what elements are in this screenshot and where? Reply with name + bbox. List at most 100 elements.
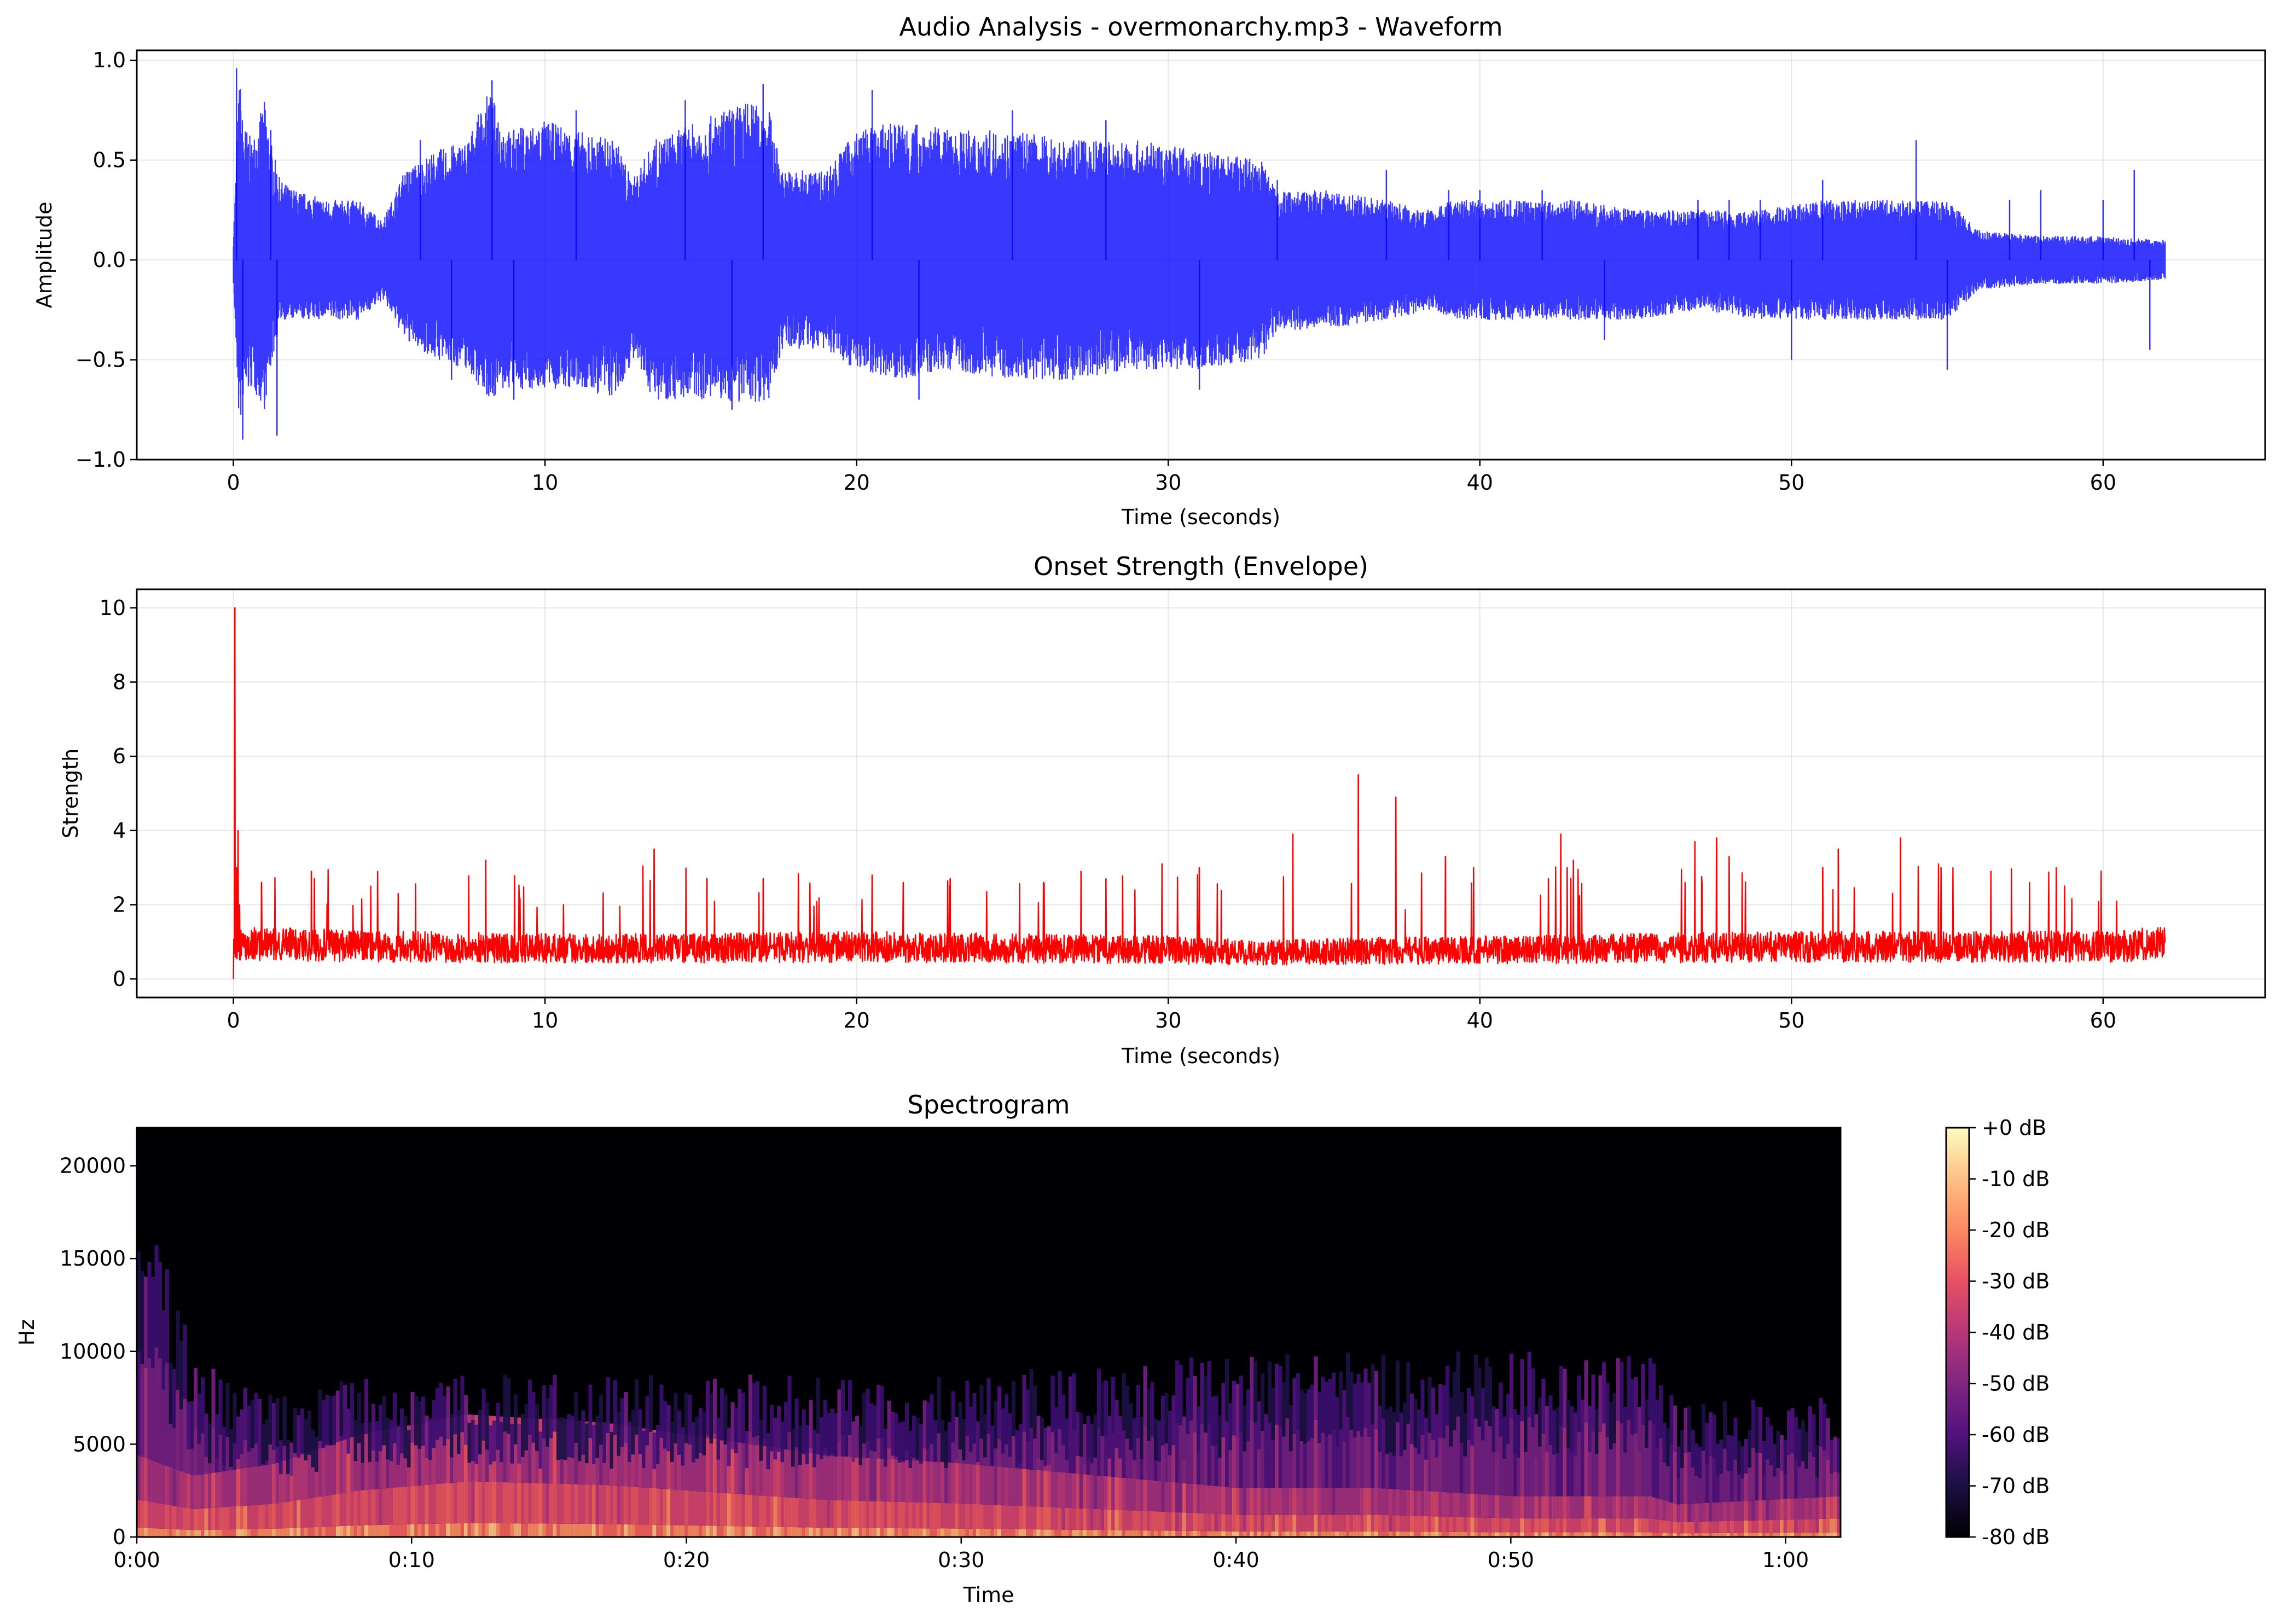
spectrogram-cell	[884, 1501, 888, 1528]
spectrogram-cell	[1826, 1518, 1830, 1533]
spectrogram-cell	[517, 1482, 521, 1524]
spectrogram-cell	[666, 1405, 671, 1452]
spectrogram-cell	[1612, 1532, 1617, 1537]
spectrogram-cell	[1317, 1515, 1322, 1532]
spectrogram-cell	[172, 1506, 177, 1529]
spectrogram-cell	[1349, 1488, 1354, 1515]
spectrogram-cell	[1115, 1400, 1119, 1448]
spectrogram-cell	[674, 1489, 678, 1526]
spectrogram-cell	[1705, 1533, 1709, 1537]
spectrogram-cell	[464, 1481, 468, 1523]
spectrogram-cell	[602, 1524, 607, 1537]
spectrogram-cell	[1243, 1405, 1247, 1452]
spectrogram-cell	[350, 1437, 355, 1492]
spectrogram-cell	[922, 1528, 927, 1537]
spectrogram-cell	[581, 1410, 585, 1455]
spectrogram-cell	[1680, 1522, 1685, 1534]
spectrogram-cell	[1612, 1518, 1617, 1533]
spectrogram-x-tick-label: 0:00	[113, 1548, 160, 1572]
spectrogram-cell	[1150, 1530, 1154, 1537]
spectrogram-cell	[1303, 1443, 1308, 1488]
spectrogram-cell	[1744, 1533, 1749, 1537]
spectrogram-cell	[1808, 1532, 1813, 1537]
spectrogram-cell	[620, 1425, 625, 1486]
spectrogram-cell	[1495, 1532, 1500, 1537]
spectrogram-cell	[272, 1449, 276, 1464]
spectrogram-cell	[403, 1524, 408, 1537]
spectrogram-cell	[695, 1416, 699, 1459]
spectrogram-cell	[1005, 1505, 1009, 1529]
spectrogram-cell	[1371, 1515, 1375, 1532]
waveform-x-ticks: 0 10 20 30 40 50 60	[227, 460, 2116, 495]
spectrogram-cell	[535, 1404, 539, 1451]
spectrogram-cell	[1111, 1432, 1116, 1477]
spectrogram-cell	[542, 1385, 547, 1439]
spectrogram-cell	[1830, 1474, 1834, 1497]
spectrogram-cell	[706, 1526, 710, 1537]
spectrogram-cell	[983, 1414, 988, 1458]
spectrogram-cell	[1207, 1361, 1211, 1423]
spectrogram-cell	[1360, 1488, 1365, 1515]
spectrogram-cell	[1332, 1430, 1336, 1488]
spectrogram-cell	[208, 1423, 212, 1464]
spectrogram-cell	[1389, 1489, 1393, 1515]
spectrogram-cell	[837, 1500, 841, 1528]
spectrogram-cell	[659, 1431, 664, 1489]
spectrogram-cell	[1278, 1531, 1282, 1537]
spectrogram-cell	[979, 1465, 984, 1505]
spectrogram-cell	[549, 1483, 554, 1524]
spectrogram-cell	[1488, 1494, 1493, 1518]
spectrogram-cell	[1346, 1515, 1350, 1532]
spectrogram-cell	[1751, 1399, 1756, 1448]
spectrogram-cell	[275, 1463, 280, 1504]
spectrogram-cell	[958, 1402, 962, 1449]
spectrogram-cell	[553, 1523, 557, 1537]
spectrogram-cell	[1804, 1519, 1809, 1533]
spectrogram-cell	[350, 1383, 355, 1437]
spectrogram-cell	[1100, 1436, 1105, 1476]
spectrogram-cell	[225, 1529, 230, 1537]
spectrogram-cell	[1812, 1498, 1816, 1519]
spectrogram-cell	[1001, 1529, 1005, 1537]
spectrogram-cell	[432, 1400, 436, 1448]
spectrogram-cell	[1477, 1426, 1482, 1494]
spectrogram-cell	[1563, 1368, 1567, 1428]
colorbar-tick-label: -60 dB	[1982, 1423, 2050, 1447]
spectrogram-cell	[183, 1529, 187, 1537]
spectrogram-cell	[293, 1528, 298, 1537]
spectrogram-cell	[1467, 1517, 1471, 1532]
spectrogram-cell	[1058, 1529, 1062, 1537]
spectrogram-cell	[1314, 1515, 1318, 1532]
spectrogram-cell	[1716, 1443, 1720, 1477]
spectrogram-cell	[1698, 1446, 1702, 1478]
spectrogram-cell	[1491, 1532, 1496, 1537]
spectrogram-cell	[1093, 1530, 1098, 1537]
spectrogram-cell	[1783, 1440, 1787, 1474]
spectrogram-cell	[450, 1482, 454, 1524]
spectrogram-cell	[1125, 1478, 1130, 1511]
spectrogram-cell	[1424, 1491, 1429, 1516]
spectrogram-cell	[343, 1493, 347, 1526]
spectrogram-cell	[830, 1500, 834, 1528]
spectrogram-cell	[1645, 1532, 1649, 1537]
spectrogram-cell	[1641, 1424, 1645, 1497]
spectrogram-cell	[734, 1407, 739, 1453]
spectrogram-cell	[688, 1525, 692, 1537]
spectrogram-cell	[1264, 1488, 1268, 1515]
spectrogram-cell	[372, 1432, 376, 1489]
spectrogram-cell	[211, 1529, 216, 1537]
spectrogram-cell	[873, 1458, 877, 1501]
spectrogram-cell	[1545, 1496, 1549, 1519]
spectrogram-cell	[1783, 1499, 1787, 1520]
spectrogram-cell	[1758, 1453, 1763, 1500]
spectrogram-cell	[225, 1470, 230, 1507]
spectrogram-cell	[1154, 1511, 1158, 1531]
spectrogram-cell	[1328, 1488, 1332, 1515]
spectrogram-cell	[905, 1449, 909, 1460]
spectrogram-cell	[425, 1484, 429, 1524]
spectrogram-cell	[659, 1488, 664, 1525]
spectrogram-cell	[1574, 1518, 1578, 1533]
spectrogram-cell	[752, 1495, 756, 1527]
spectrogram-cell	[1698, 1478, 1702, 1504]
